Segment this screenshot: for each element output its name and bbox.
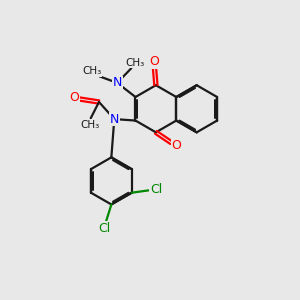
Text: Cl: Cl — [150, 183, 162, 196]
Text: N: N — [110, 112, 119, 126]
Text: O: O — [70, 91, 80, 104]
Text: N: N — [112, 76, 122, 89]
Text: CH₃: CH₃ — [80, 120, 100, 130]
Text: CH₃: CH₃ — [125, 58, 145, 68]
Text: CH₃: CH₃ — [82, 66, 102, 76]
Text: O: O — [172, 139, 182, 152]
Text: Cl: Cl — [98, 221, 111, 235]
Text: O: O — [149, 55, 159, 68]
